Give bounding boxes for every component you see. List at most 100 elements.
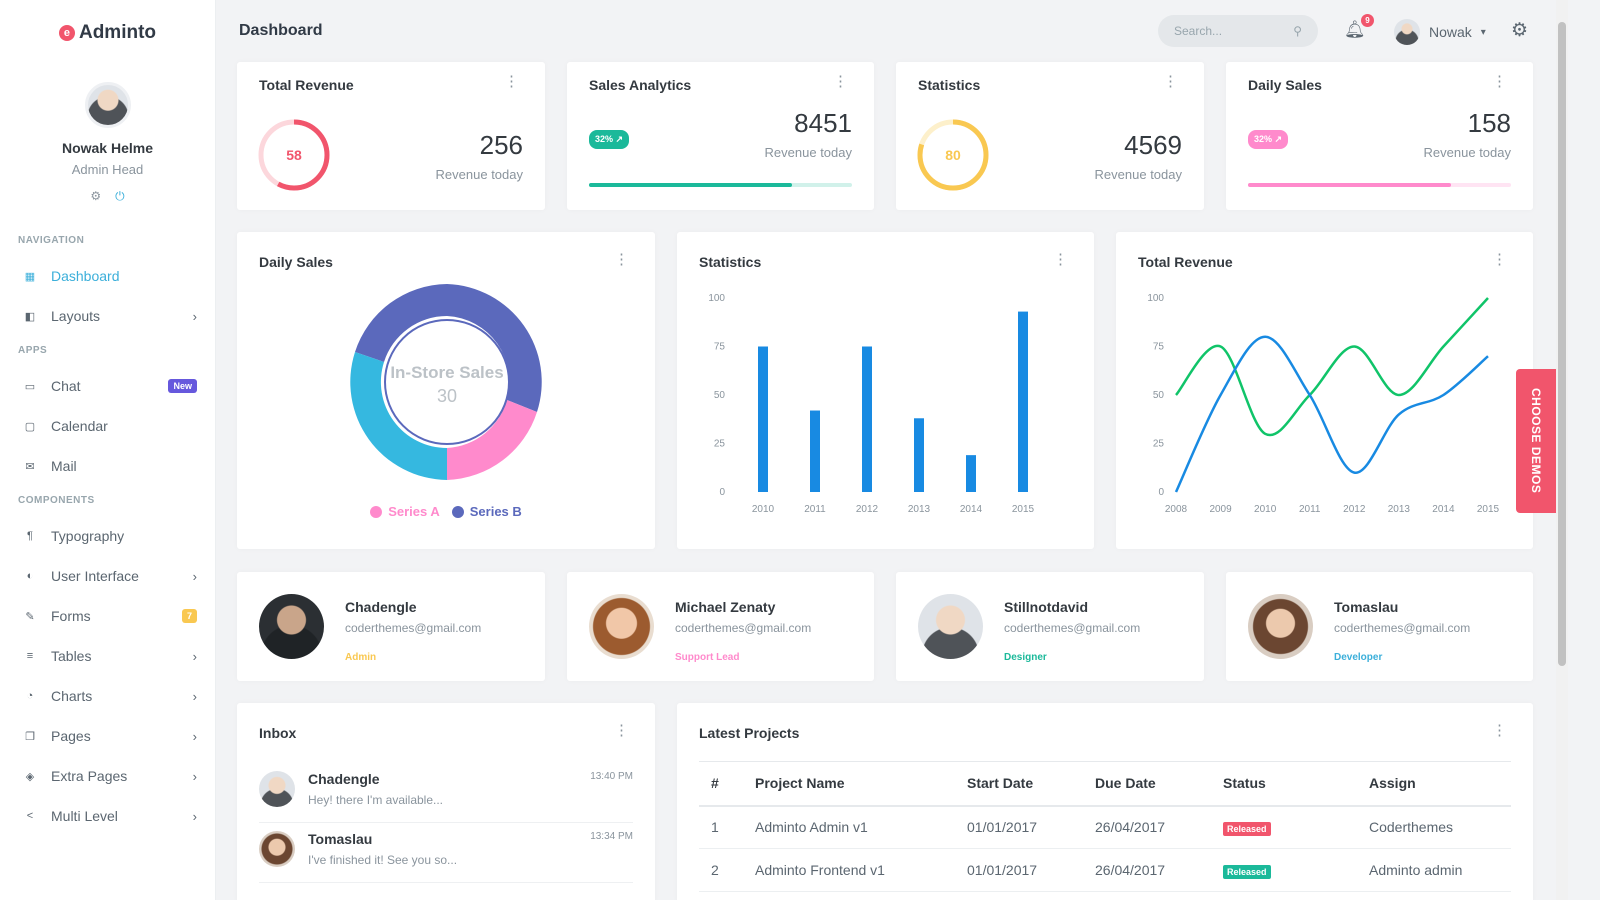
bar xyxy=(1018,311,1028,492)
trend-value: 32% xyxy=(1254,134,1273,144)
scrollbar-thumb[interactable] xyxy=(1558,22,1566,666)
avatar[interactable] xyxy=(918,594,983,659)
avatar[interactable] xyxy=(259,594,324,659)
contact-email[interactable]: coderthemes@gmail.com xyxy=(1004,621,1141,635)
donut-segment-indigo xyxy=(355,284,447,362)
sidebar-item-chat[interactable]: ▭ Chat New xyxy=(0,366,215,406)
sidebar-item-typography[interactable]: ¶ Typography xyxy=(0,516,215,556)
sidebar-item-label: Typography xyxy=(51,528,125,544)
bell-icon[interactable]: 🔔︎ xyxy=(1344,20,1366,39)
y-tick-label: 25 xyxy=(1153,439,1165,450)
chevron-right-icon: › xyxy=(192,648,197,664)
contact-email[interactable]: coderthemes@gmail.com xyxy=(1334,621,1471,635)
pages-icon: ❐ xyxy=(25,730,35,743)
sidebar-item-extra-pages[interactable]: ◈ Extra Pages › xyxy=(0,756,215,796)
column-header[interactable]: # xyxy=(699,761,743,807)
column-header[interactable]: Due Date xyxy=(1083,761,1211,807)
sidebar-item-pages[interactable]: ❐ Pages › xyxy=(0,716,215,756)
search-input[interactable]: Search... ⚲ xyxy=(1158,15,1318,47)
user-interface-icon: ◐ xyxy=(26,570,34,582)
inbox-message[interactable]: Tomaslau I've finished it! See you so...… xyxy=(259,823,633,883)
legend-dot xyxy=(370,505,383,518)
page-scrollbar[interactable] xyxy=(1556,0,1568,900)
cell-status: Released xyxy=(1211,848,1357,892)
search-placeholder: Search... xyxy=(1174,24,1223,38)
contact-email[interactable]: coderthemes@gmail.com xyxy=(675,621,812,635)
choose-demos-button[interactable]: CHOOSE DEMOS xyxy=(1516,369,1556,513)
divider xyxy=(259,882,633,883)
contact-card[interactable]: Chadengle coderthemes@gmail.com Admin xyxy=(237,572,545,681)
more-vertical-icon[interactable]: ⋮ xyxy=(1492,73,1507,90)
layouts-icon: ◧ xyxy=(24,310,36,323)
card-title: Sales Analytics xyxy=(589,77,692,93)
column-header[interactable]: Start Date xyxy=(955,761,1083,807)
sidebar-item-forms[interactable]: ✎ Forms 7 xyxy=(0,596,215,636)
contact-email[interactable]: coderthemes@gmail.com xyxy=(345,621,482,635)
avatar[interactable] xyxy=(589,594,654,659)
column-header[interactable]: Project Name xyxy=(743,761,955,807)
x-tick-label: 2008 xyxy=(1165,504,1188,515)
nav-section-navigation: NAVIGATION xyxy=(18,235,85,246)
contact-name: Chadengle xyxy=(345,599,417,615)
more-vertical-icon[interactable]: ⋮ xyxy=(1492,251,1507,268)
stat-value: 256 xyxy=(479,130,523,160)
avatar xyxy=(259,831,295,867)
sidebar-item-label: Pages xyxy=(51,728,91,744)
more-vertical-icon[interactable]: ⋮ xyxy=(1053,251,1068,268)
avatar[interactable] xyxy=(84,82,131,128)
avatar[interactable] xyxy=(1248,594,1313,659)
more-vertical-icon[interactable]: ⋮ xyxy=(614,251,629,268)
more-vertical-icon[interactable]: ⋮ xyxy=(504,73,519,90)
more-vertical-icon[interactable]: ⋮ xyxy=(1492,722,1507,739)
contact-name: Michael Zenaty xyxy=(675,599,776,615)
x-tick-label: 2015 xyxy=(1012,504,1035,515)
profile-name[interactable]: Nowak Helme xyxy=(61,140,154,156)
legend-dot xyxy=(451,505,464,518)
sidebar-item-calendar[interactable]: ▢ Calendar xyxy=(0,406,215,446)
sidebar-item-user-interface[interactable]: ◐ User Interface › xyxy=(0,556,215,596)
search-icon[interactable]: ⚲ xyxy=(1293,24,1302,38)
progress-bar-fill xyxy=(1248,183,1451,187)
more-vertical-icon[interactable]: ⋮ xyxy=(614,722,629,739)
inbox-message[interactable]: Chadengle Hey! there I'm available... 13… xyxy=(259,763,633,823)
brand-logo[interactable]: e Adminto xyxy=(0,0,215,66)
contact-card[interactable]: Michael Zenaty coderthemes@gmail.com Sup… xyxy=(567,572,874,681)
legend-label: Series A xyxy=(388,504,440,519)
x-tick-label: 2011 xyxy=(1299,504,1321,515)
sidebar-item-tables[interactable]: ≡ Tables › xyxy=(0,636,215,676)
sidebar-item-layouts[interactable]: ◧ Layouts › xyxy=(0,296,215,336)
more-vertical-icon[interactable]: ⋮ xyxy=(833,73,848,90)
sidebar-item-label: Chat xyxy=(51,378,81,394)
sidebar-profile: Nowak Helme Admin Head ⚙ ⏻ xyxy=(0,66,215,204)
contact-name: Tomaslau xyxy=(1334,599,1399,615)
y-tick-label: 100 xyxy=(708,293,725,304)
y-tick-label: 100 xyxy=(1147,293,1164,304)
sidebar-item-charts[interactable]: ◔ Charts › xyxy=(0,676,215,716)
user-menu[interactable]: Nowak ▾ xyxy=(1394,19,1486,45)
contact-card[interactable]: Tomaslau coderthemes@gmail.com Developer xyxy=(1226,572,1533,681)
sidebar-item-label: User Interface xyxy=(51,568,139,584)
legend-item-series-a[interactable]: Series A xyxy=(370,504,440,519)
more-vertical-icon[interactable]: ⋮ xyxy=(1163,73,1178,90)
column-header[interactable]: Assign xyxy=(1357,761,1511,807)
sidebar-item-multi-level[interactable]: < Multi Level › xyxy=(0,796,215,836)
contact-card[interactable]: Stillnotdavid coderthemes@gmail.com Desi… xyxy=(896,572,1204,681)
x-tick-label: 2010 xyxy=(1254,504,1277,515)
sidebar-item-mail[interactable]: ✉ Mail xyxy=(0,446,215,486)
sidebar-item-label: Calendar xyxy=(51,418,108,434)
column-header[interactable]: Status xyxy=(1211,761,1357,807)
notification-badge: 9 xyxy=(1361,14,1374,27)
settings-icon[interactable]: ⚙ xyxy=(90,189,102,203)
gear-icon[interactable]: ⚙ xyxy=(1511,20,1529,41)
card-title: Daily Sales xyxy=(259,254,333,270)
sidebar-item-dashboard[interactable]: ▦ Dashboard xyxy=(0,256,215,296)
bar xyxy=(914,418,924,492)
table-row[interactable]: 1 Adminto Admin v1 01/01/2017 26/04/2017… xyxy=(699,805,1511,849)
legend-item-series-b[interactable]: Series B xyxy=(451,504,522,519)
statistics-gauge: 80 xyxy=(917,119,989,191)
extra-pages-icon: ◈ xyxy=(25,770,35,783)
y-tick-label: 50 xyxy=(714,390,726,401)
power-icon[interactable]: ⏻ xyxy=(115,189,125,203)
divider xyxy=(259,822,633,823)
table-row[interactable]: 2 Adminto Frontend v1 01/01/2017 26/04/2… xyxy=(699,848,1511,892)
